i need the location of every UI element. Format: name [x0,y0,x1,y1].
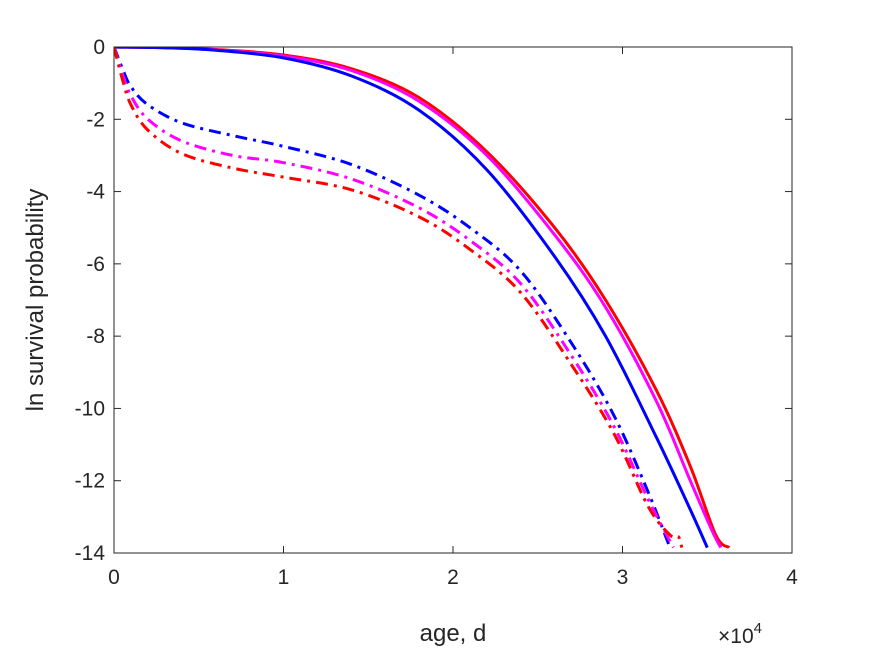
x-tick-label: 4 [786,566,798,589]
y-tick-labels: 0 -2 -4 -6 -8 -10 -12 -14 [75,36,106,565]
ticks-layer [113,46,793,554]
x-tick-label: 3 [617,566,629,589]
y-tick-label: -6 [86,253,105,276]
y-tick-label: 0 [93,36,105,59]
series-line-5-dashdot [114,47,675,549]
x-tick-label: 0 [108,566,120,589]
x-axis-exponent-base: ×10 [718,625,754,648]
x-axis-label: age, d [420,620,487,647]
series-line-6-dashdot [114,47,684,549]
y-tick-label: -10 [75,397,105,420]
x-axis-exponent: ×104 [718,620,762,648]
x-tick-labels: 0 1 2 3 4 [108,566,798,589]
x-tick-label: 1 [278,566,290,589]
y-tick-label: -2 [86,108,105,131]
series-line-4-dashdot [114,47,672,549]
y-tick-label: -4 [86,181,105,204]
x-tick-label: 2 [447,566,459,589]
y-axis-label: ln survival probability [22,189,49,412]
series-layer [114,47,731,549]
y-tick-label: -8 [86,325,105,348]
x-axis-exponent-power: 4 [754,620,762,637]
series-line-3-solid [114,47,709,549]
y-tick-label: -12 [75,470,105,493]
y-tick-label: -14 [75,542,106,565]
